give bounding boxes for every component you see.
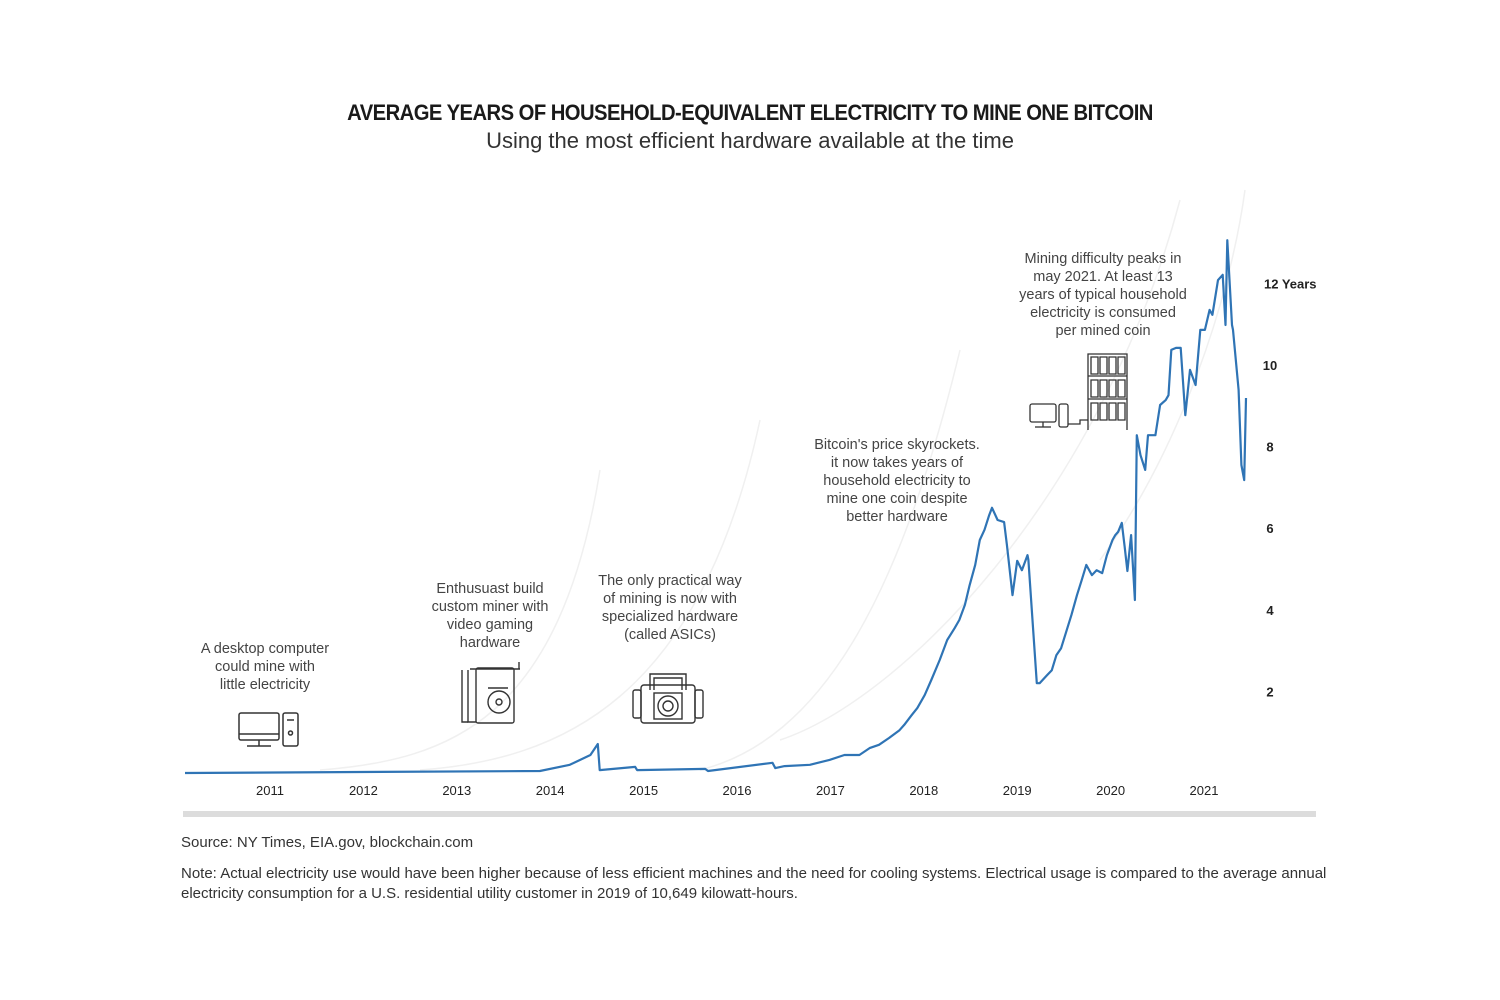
x-tick-label: 2015 <box>629 783 658 798</box>
y-tick-label: 2 <box>1266 684 1273 699</box>
annotation-line: per mined coin <box>1055 323 1151 339</box>
annotation-line: may 2021. At least 13 <box>1033 269 1173 285</box>
annotation-line: custom miner with <box>431 599 549 615</box>
annotation-line: video gaming <box>446 617 534 633</box>
source-text: Source: NY Times, EIA.gov, blockchain.co… <box>181 834 474 851</box>
annotation-line: little electricity <box>219 677 311 693</box>
annotation-line: household electricity to <box>823 473 971 489</box>
annotation-line: (called ASICs) <box>624 627 716 643</box>
graphics-card-icon <box>461 662 520 724</box>
x-tick-label: 2020 <box>1096 783 1125 798</box>
annotation-gpu: Enthusuast build custom miner with video… <box>400 580 580 652</box>
y-tick-label: 6 <box>1266 521 1273 536</box>
annotation-line: Enthusuast build <box>436 581 544 597</box>
annotation-line: A desktop computer <box>200 641 330 657</box>
desktop-computer-icon <box>238 712 299 747</box>
annotation-line: years of typical household <box>1019 287 1187 303</box>
annotation-line: of mining is now with <box>603 591 737 607</box>
y-tick-label: 4 <box>1266 603 1274 618</box>
note-text: Note: Actual electricity use would have … <box>181 865 1327 902</box>
x-tick-label: 2014 <box>536 783 565 798</box>
annotation-line: could mine with <box>215 659 315 675</box>
x-tick-label: 2016 <box>723 783 752 798</box>
x-tick-label: 2012 <box>349 783 378 798</box>
x-tick-label: 2021 <box>1190 783 1219 798</box>
annotation-line: specialized hardware <box>601 609 739 625</box>
y-tick-label: 12 Years <box>1264 276 1317 291</box>
series-line <box>184 239 1248 775</box>
annotation-line: mine one coin despite <box>826 491 968 507</box>
x-tick-label: 2019 <box>1003 783 1032 798</box>
annotation-line: electricity is consumed <box>1030 305 1176 321</box>
x-axis-bar <box>183 811 1316 817</box>
y-tick-label: 8 <box>1266 440 1273 455</box>
y-tick-label: 10 <box>1263 358 1277 373</box>
x-tick-label: 2011 <box>256 783 284 798</box>
annotation-line: The only practical way <box>598 573 742 589</box>
annotation-line: better hardware <box>846 509 948 525</box>
chart-subtitle: Using the most efficient hardware availa… <box>486 128 1014 153</box>
annotation-asic: The only practical way of mining is now … <box>570 572 770 644</box>
annotation-desktop: A desktop computer could mine with littl… <box>165 640 365 694</box>
asic-miner-icon <box>632 673 704 724</box>
annotation-peak: Mining difficulty peaks in may 2021. At … <box>993 250 1213 340</box>
chart-title: AVERAGE YEARS OF HOUSEHOLD-EQUIVALENT EL… <box>347 100 1153 125</box>
annotation-price: Bitcoin's price skyrockets. it now takes… <box>787 436 1007 526</box>
x-tick-label: 2013 <box>442 783 471 798</box>
annotation-line: Mining difficulty peaks in <box>1024 251 1182 267</box>
x-tick-label: 2017 <box>816 783 845 798</box>
annotation-line: Bitcoin's price skyrockets. <box>814 437 980 453</box>
annotation-line: hardware <box>459 635 521 651</box>
background-decoration <box>319 189 1246 771</box>
x-tick-label: 2018 <box>909 783 938 798</box>
annotation-line: it now takes years of <box>830 455 964 471</box>
mining-farm-icon <box>1029 353 1128 430</box>
